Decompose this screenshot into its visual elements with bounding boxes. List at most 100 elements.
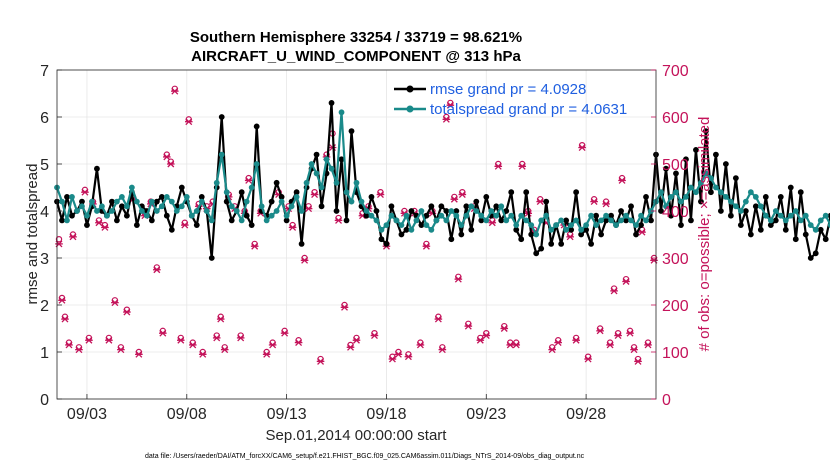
- series-rmse-point-125: [678, 222, 684, 229]
- series-rmse-point-40: [253, 123, 260, 130]
- obs-assimilated-69: [416, 341, 425, 349]
- series-spread-point-52: [313, 170, 320, 177]
- series-spread-point-59: [348, 198, 355, 205]
- y-tick-label-7: 7: [40, 63, 49, 80]
- series-rmse-point-64: [373, 208, 380, 214]
- series-spread-point-87: [488, 208, 495, 214]
- obs-assimilated-83: [488, 219, 497, 227]
- series-rmse-point-128: [693, 147, 699, 153]
- series-rmse-point-58: [343, 217, 350, 224]
- series-rmse-point-22: [163, 212, 170, 219]
- series-rmse-point-123: [668, 212, 674, 219]
- series-rmse-point-70: [403, 226, 410, 233]
- series-rmse-point-43: [268, 198, 275, 205]
- series-rmse-point-81: [458, 231, 465, 238]
- series-rmse-point-118: [643, 194, 649, 200]
- series-rmse-point-146: [782, 226, 789, 233]
- series-rmse-point-122: [663, 165, 669, 172]
- series-spread-point-136: [732, 203, 739, 210]
- series-spread-point-64: [373, 217, 380, 224]
- obs-assimilated-6: [81, 188, 89, 196]
- y-right-axis-label: # of obs: o=possible; ×=assimilated: [696, 117, 713, 352]
- obs-assimilated-49: [300, 256, 309, 264]
- series-spread-point-67: [388, 212, 395, 219]
- series-spread-point-68: [393, 217, 400, 224]
- series-spread-point-126: [683, 194, 689, 200]
- series-spread-point-60: [353, 179, 360, 186]
- series-spread-point-105: [578, 226, 585, 233]
- series-spread-point-92: [513, 222, 520, 229]
- obs-assimilated-32: [212, 334, 221, 342]
- series-spread-point-138: [742, 198, 749, 205]
- series-rmse-point-12: [114, 217, 120, 224]
- series-spread-point-122: [663, 203, 669, 210]
- chart-title-line2: AIRCRAFT_U_WIND_COMPONENT @ 313 hPa: [191, 48, 521, 65]
- series-lines: [54, 100, 830, 261]
- series-spread-point-109: [598, 217, 604, 224]
- x-tick-label-3: 09/18: [366, 406, 406, 423]
- series-spread-point-53: [318, 184, 325, 191]
- series-spread-point-74: [423, 222, 430, 229]
- series-rmse-point-34: [223, 198, 230, 205]
- series-spread-point-107: [588, 212, 595, 219]
- obs-assimilated-93: [548, 346, 556, 354]
- series-rmse-point-154: [822, 236, 829, 243]
- series-spread-point-15: [128, 184, 135, 191]
- y-tick-label-2: 2: [40, 298, 49, 315]
- obs-possible-0: [55, 235, 63, 243]
- series-spread-point-24: [173, 208, 180, 214]
- obs-assimilated-55: [334, 216, 343, 224]
- series-spread-point-25: [178, 203, 185, 210]
- series-rmse-point-114: [623, 217, 629, 224]
- obs-assimilated-34: [220, 346, 229, 354]
- series-spread-point-75: [428, 226, 435, 233]
- series-spread-point-28: [193, 208, 200, 214]
- y-tick-label-6: 6: [40, 110, 49, 127]
- series-spread-point-98: [543, 212, 550, 219]
- series-rmse-point-21: [158, 194, 165, 200]
- obs-assimilated-26: [184, 118, 193, 126]
- series-rmse-point-5: [79, 198, 85, 205]
- series-spread-point-66: [383, 222, 390, 229]
- series-spread-point-115: [628, 217, 634, 224]
- series-rmse-point-138: [742, 208, 749, 214]
- y-right-tick-label-3: 300: [662, 251, 689, 268]
- obs-assimilated-110: [634, 357, 642, 365]
- series-spread-point-78: [443, 217, 450, 224]
- series-spread-point-139: [747, 189, 754, 196]
- series-rmse-point-44: [273, 179, 280, 186]
- obs-assimilated-111: [638, 228, 646, 236]
- series-rmse-point-115: [628, 203, 634, 210]
- series-spread-point-133: [717, 189, 724, 196]
- obs-assimilated-65: [394, 350, 403, 358]
- series-rmse-point-45: [278, 194, 285, 200]
- series-spread-point-103: [568, 222, 575, 229]
- series-rmse-point-85: [478, 217, 485, 224]
- obs-assimilated-91: [536, 198, 544, 206]
- y-right-tick-label-5: 500: [662, 157, 689, 174]
- series-spread-point-100: [553, 222, 560, 229]
- series-rmse-point-143: [767, 222, 774, 229]
- series-spread-point-143: [767, 217, 774, 224]
- series-spread-point-72: [413, 217, 420, 224]
- series-spread-point-102: [563, 226, 570, 233]
- series-rmse-point-28: [193, 222, 200, 229]
- series-spread-point-65: [378, 226, 385, 233]
- series-spread-point-61: [358, 198, 365, 205]
- obs-assimilated-102: [602, 200, 610, 208]
- series-spread-point-154: [822, 212, 829, 219]
- series-rmse-point-83: [468, 226, 475, 233]
- series-spread-point-149: [797, 217, 804, 224]
- series-spread-point-153: [817, 217, 824, 224]
- series-rmse-point-109: [598, 231, 604, 238]
- series-spread-point-80: [453, 212, 460, 219]
- y-tick-label-0: 0: [40, 392, 49, 409]
- series-rmse-point-137: [737, 222, 744, 229]
- series-spread-point-2: [64, 217, 70, 224]
- series-spread-point-145: [777, 212, 784, 219]
- series-rmse-point-89: [498, 217, 505, 224]
- series-rmse-point-84: [473, 198, 480, 205]
- series-rmse-point-102: [563, 217, 570, 224]
- series-spread-point-73: [418, 208, 425, 214]
- obs-assimilated-81: [476, 336, 485, 344]
